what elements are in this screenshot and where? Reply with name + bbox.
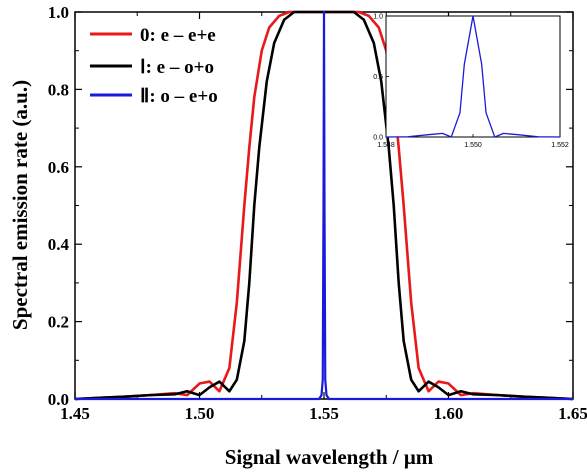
inset-y-tick-label: 0.5 [373,74,383,81]
inset-x-tick-label: 1.548 [377,142,395,149]
y-tick-label: 0.6 [48,158,69,177]
legend-label-series-1: Ⅰ: e – o+o [140,57,214,78]
series-line-2 [75,10,573,401]
y-tick-label: 1.0 [48,3,69,22]
legend-label-series-0: 0: e – e+e [140,25,216,46]
y-axis-label: Spectral emission rate (a.u.) [8,80,32,330]
inset-x-tick-label: 1.552 [551,142,569,149]
x-tick-label: 1.60 [434,404,464,423]
inset-x-tick-label: 1.550 [464,142,482,149]
inset-y-tick-label: 0.0 [373,135,383,142]
y-tick-label: 0.2 [48,313,69,332]
inset-chart: 1.548 1.550 1.552 0.0 0.5 1.0 [373,14,569,150]
inset-y-tick-label: 1.0 [373,14,383,21]
inset-frame [385,15,561,138]
y-tick-label: 0.0 [48,390,69,409]
legend: 0: e – e+e Ⅰ: e – o+o Ⅱ: o – e+o [90,25,218,107]
x-tick-label: 1.55 [309,404,339,423]
x-tick-label: 1.45 [60,404,90,423]
y-tick-label: 0.8 [48,80,69,99]
main-plot-area [74,10,574,401]
x-axis-label: Signal wavelength / μm [225,445,434,469]
inset-series-line-0 [385,15,561,138]
x-tick-label: 1.50 [185,404,215,423]
x-tick-label: 1.65 [558,404,587,423]
y-tick-label: 0.4 [48,235,70,254]
legend-label-series-2: Ⅱ: o – e+o [140,86,218,107]
